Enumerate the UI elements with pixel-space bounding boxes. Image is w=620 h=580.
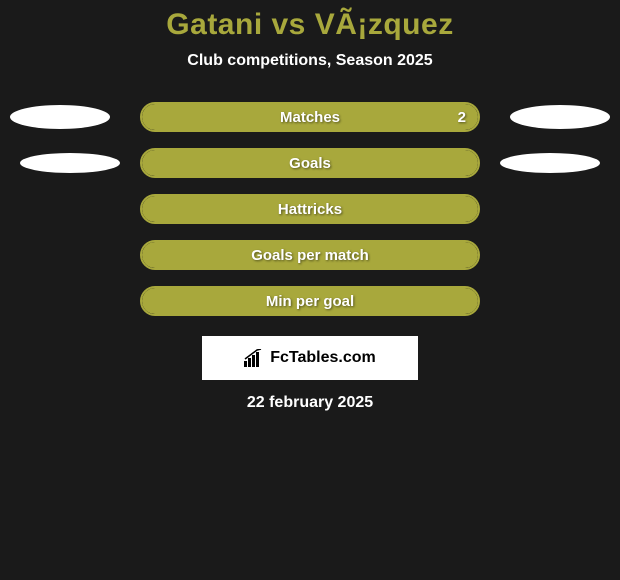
stat-bar-value-right: 2 [458, 109, 466, 126]
stat-bar: Goals [140, 148, 480, 178]
stat-bar: Matches 2 [140, 102, 480, 132]
stat-bar-label: Goals [289, 155, 331, 172]
right-value-ellipse [500, 153, 600, 173]
stat-bar: Hattricks [140, 194, 480, 224]
left-value-ellipse [10, 105, 110, 129]
right-value-ellipse [510, 105, 610, 129]
stat-bar-label: Hattricks [278, 201, 342, 218]
stat-row: Hattricks [0, 194, 620, 224]
stat-bar: Goals per match [140, 240, 480, 270]
stat-rows: Matches 2 Goals Hattricks Goals per match Min… [0, 102, 620, 316]
stat-bar: Min per goal [140, 286, 480, 316]
logo-box: FcTables.com [202, 336, 418, 380]
stat-row: Goals [0, 148, 620, 178]
left-value-ellipse [20, 153, 120, 173]
date-label: 22 february 2025 [0, 394, 620, 412]
stat-bar-label: Matches [280, 109, 340, 126]
comparison-infographic: Gatani vs VÃ¡zquez Club competitions, Se… [0, 0, 620, 412]
logo-text: FcTables.com [270, 349, 376, 367]
stat-row: Matches 2 [0, 102, 620, 132]
logo-content: FcTables.com [244, 349, 376, 367]
stat-row: Min per goal [0, 286, 620, 316]
page-title: Gatani vs VÃ¡zquez [0, 8, 620, 42]
stat-bar-label: Goals per match [251, 247, 369, 264]
stat-bar-label: Min per goal [266, 293, 354, 310]
bar-chart-icon [244, 349, 266, 367]
stat-row: Goals per match [0, 240, 620, 270]
page-subtitle: Club competitions, Season 2025 [0, 52, 620, 70]
